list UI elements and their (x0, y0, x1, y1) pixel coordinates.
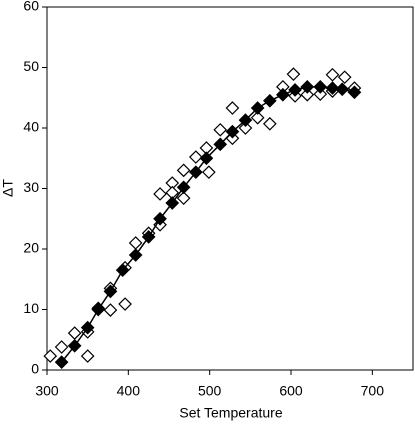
data-point (141, 230, 156, 244)
data-point (165, 196, 180, 210)
data-point (115, 263, 130, 278)
data-point (176, 180, 191, 195)
y-axis-label: ΔT (0, 179, 16, 197)
data-point (176, 163, 191, 178)
data-point (250, 110, 265, 125)
data-point (276, 87, 290, 102)
x-tick-label: 700 (361, 383, 385, 399)
x-tick-label: 600 (279, 383, 303, 399)
data-point (199, 151, 214, 166)
data-point (91, 302, 106, 317)
data-point (313, 80, 328, 94)
y-tick-label: 40 (23, 119, 39, 135)
data-point (153, 211, 167, 226)
data-point (80, 349, 95, 363)
y-tick-label: 30 (23, 179, 39, 195)
y-tick-label: 50 (23, 58, 39, 74)
y-tick-label: 20 (23, 240, 39, 256)
data-point (128, 248, 143, 262)
data-point (43, 349, 58, 363)
data-point (202, 165, 216, 180)
data-point (213, 122, 228, 137)
data-point (54, 340, 69, 354)
data-point (288, 83, 302, 97)
data-point (238, 113, 253, 127)
data-point (103, 303, 118, 317)
data-point (225, 101, 240, 115)
data-point (250, 101, 265, 115)
data-point (335, 82, 350, 97)
x-tick-label: 500 (198, 383, 222, 399)
series-line (61, 86, 355, 363)
data-point (238, 121, 253, 135)
data-point (225, 124, 240, 139)
data-point (153, 187, 167, 201)
data-point (213, 137, 228, 152)
y-tick-label: 10 (23, 300, 39, 316)
data-point (103, 284, 118, 299)
x-tick-label: 300 (35, 383, 59, 399)
data-point (263, 116, 277, 131)
data-point (325, 81, 340, 95)
data-point (67, 326, 82, 340)
data-point (286, 67, 301, 82)
plot-frame (46, 6, 414, 371)
data-point (263, 93, 277, 108)
data-point (128, 236, 143, 250)
data-point (80, 320, 95, 335)
data-point (67, 338, 82, 353)
data-point (118, 297, 132, 311)
data-point (337, 70, 352, 85)
data-point (188, 150, 203, 164)
data-point (54, 355, 69, 369)
x-tick-label: 400 (117, 383, 141, 399)
data-point (176, 191, 191, 206)
data-point (325, 67, 340, 82)
x-axis-label: Set Temperature (179, 405, 282, 421)
data-point (188, 165, 203, 180)
data-point (313, 87, 328, 101)
y-tick-label: 60 (23, 0, 39, 14)
y-tick-label: 0 (31, 361, 39, 377)
data-point (347, 85, 362, 100)
data-point (300, 80, 315, 94)
data-point (300, 87, 315, 102)
